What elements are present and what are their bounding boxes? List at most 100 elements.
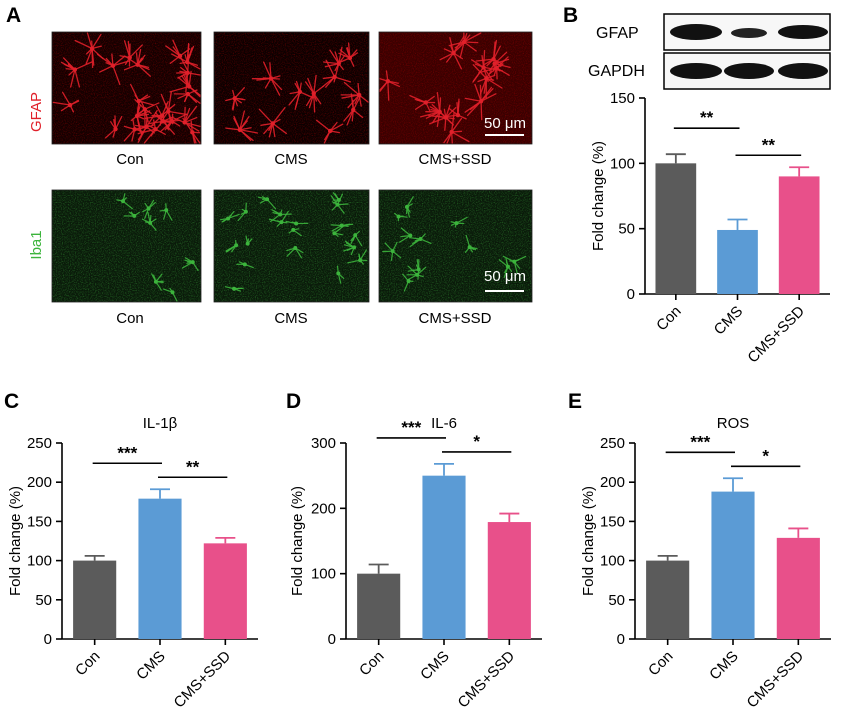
micrograph-gfap-cms-process xyxy=(313,92,316,113)
micrograph-gfap-cms-process xyxy=(258,108,274,125)
chart-b-y-label: Fold change (%) xyxy=(590,141,607,251)
scalebar-label-gfap: 50 μm xyxy=(484,115,526,132)
micrograph-gfap-cmsssd-cell-body xyxy=(423,100,429,105)
micrograph-gfap-con-process xyxy=(162,120,176,135)
micrograph-gfap-cms-cell-body xyxy=(237,127,243,132)
micrograph-gfap-cmsssd-process xyxy=(463,41,477,52)
micrograph-gfap-cmsssd-process xyxy=(483,77,487,94)
micrograph-gfap-cmsssd-process xyxy=(451,112,455,133)
micrograph-gfap-cms-process xyxy=(338,46,343,65)
micrograph-gfap-cmsssd-process xyxy=(436,92,441,113)
micrograph-gfap-cms-process xyxy=(343,109,354,122)
panel-letter-b: B xyxy=(563,4,578,27)
micrograph-iba1-cms-process xyxy=(268,218,283,223)
micrograph-gfap-cmsssd-cell-body xyxy=(492,61,497,66)
micrograph-gfap-cmsssd-cell-body xyxy=(451,50,456,56)
micrograph-gfap-con-process xyxy=(165,45,181,57)
panel-letter-d: D xyxy=(286,390,301,413)
chart-e-bar-cms xyxy=(711,491,755,639)
a-group-label-con-1: Con xyxy=(116,151,144,168)
micrograph-gfap-con-cell-body xyxy=(142,107,147,112)
micrograph-gfap-con-process xyxy=(99,65,114,73)
micrograph-iba1-cms-cell-body xyxy=(294,221,299,226)
micrograph-gfap-con-border xyxy=(51,31,202,145)
micrograph-gfap-con-process xyxy=(91,33,102,50)
chart-c-bar-cms xyxy=(138,498,182,639)
micrograph-gfap-con-process xyxy=(144,102,160,110)
blot-label-gapdh: GAPDH xyxy=(588,63,645,80)
micrograph-iba1-cms-cell-body xyxy=(336,271,341,276)
micrograph-iba1-cmsssd-process xyxy=(513,255,527,263)
micrograph-gfap-con-process xyxy=(52,101,71,106)
micrograph-iba1-con-cell-body xyxy=(132,213,137,218)
micrograph-gfap-cmsssd-process xyxy=(452,52,463,70)
blot-label-gfap: GFAP xyxy=(596,25,639,42)
micrograph-gfap-cmsssd-process xyxy=(492,41,496,60)
panel-letter-a: A xyxy=(6,4,21,27)
micrograph-gfap-con-process xyxy=(104,128,117,139)
micrograph-iba1-cms-cell-body xyxy=(279,220,284,225)
chart-c-bar-con xyxy=(73,560,117,639)
micrograph-gfap-con-cell-body xyxy=(127,55,132,60)
micrograph-iba1-con-cell-body xyxy=(148,220,153,225)
micrograph-gfap-con-cell-body xyxy=(186,84,192,89)
micrograph-gfap-cms-cell-body xyxy=(327,128,333,134)
micrograph-gfap-cmsssd-process xyxy=(419,111,441,118)
iba1-micrographs xyxy=(51,189,533,303)
micrograph-iba1-cms-process xyxy=(280,210,289,223)
blot-band-gapdh-cmsssd xyxy=(778,63,828,79)
micrograph-gfap-con-process xyxy=(167,91,172,113)
chart-c-y-tick-label: 0 xyxy=(44,631,52,648)
micrograph-gfap-cms-process xyxy=(239,110,246,131)
micrograph-iba1-cms-process xyxy=(266,198,277,210)
micrograph-iba1-cms-texture xyxy=(214,190,369,302)
micrograph-gfap-cmsssd-process xyxy=(429,116,447,125)
micrograph-gfap-cmsssd-process xyxy=(482,66,489,83)
micrograph-gfap-con-cell-body xyxy=(110,63,116,68)
micrograph-iba1-cms-cell-body xyxy=(265,197,270,202)
chart-b-significance-label: ** xyxy=(762,135,776,154)
micrograph-iba1-con-border xyxy=(51,189,202,303)
chart-e-y-tick-label: 50 xyxy=(608,592,625,609)
micrograph-gfap-cmsssd-process xyxy=(439,52,455,61)
micrograph-gfap-cms-cell-body xyxy=(347,55,353,61)
chart-c-bar-cmsssd xyxy=(203,543,247,639)
micrograph-gfap-cmsssd-process xyxy=(436,111,441,128)
micrograph-gfap-con-process xyxy=(114,115,123,130)
micrograph-gfap-con-cell-body xyxy=(185,70,190,76)
chart-b-y-tick-label: 50 xyxy=(618,221,635,238)
micrograph-iba1-con-cell-body xyxy=(164,208,169,213)
micrograph-gfap-cms-process xyxy=(329,123,344,132)
micrograph-gfap-con-process xyxy=(112,60,130,67)
micrograph-gfap-con-process xyxy=(74,39,93,50)
micrograph-gfap-cms-process xyxy=(270,77,281,96)
chart-c: 0 50 100 150 200 250 Fold change (%) IL-1β Con CM… xyxy=(7,415,258,711)
chart-b-y-tick-label: 150 xyxy=(610,90,635,107)
chart-c-y-tick-label: 150 xyxy=(27,513,52,530)
micrograph-gfap-con-cell-body xyxy=(182,120,187,125)
micrograph-gfap-con-process xyxy=(184,105,198,124)
blot-band-gfap-con xyxy=(670,24,722,40)
micrograph-gfap-cms-process xyxy=(324,62,340,68)
micrograph-iba1-cmsssd-cell-body xyxy=(404,204,409,209)
micrograph-gfap-cmsssd-process xyxy=(451,131,470,143)
micrograph-gfap-cms-process xyxy=(323,130,331,144)
a-group-label-cmsssd-2: CMS+SSD xyxy=(419,310,492,327)
micrograph-gfap-cms-cell-body xyxy=(232,96,237,101)
micrograph-iba1-cms-cell-body xyxy=(353,233,358,238)
chart-e-y-label: Fold change (%) xyxy=(580,486,597,596)
micrograph-gfap-cmsssd-process xyxy=(459,41,465,59)
micrograph-gfap-con-process xyxy=(136,115,141,133)
micrograph-iba1-cms-cell-body xyxy=(242,262,247,267)
micrograph-gfap-cms xyxy=(213,31,370,145)
micrograph-iba1-cmsssd-border xyxy=(378,189,533,303)
micrograph-gfap-cms-cell-body xyxy=(297,89,303,95)
chart-b-y-tick-label: 100 xyxy=(610,155,635,172)
micrograph-gfap-cmsssd-process xyxy=(480,93,497,102)
chart-e-y-tick-label: 250 xyxy=(600,435,625,452)
micrograph-gfap-con-cell-body xyxy=(113,126,118,132)
chart-d-bar-cms xyxy=(422,475,466,639)
micrograph-iba1-cms-cell-body xyxy=(352,245,357,250)
chart-c-y-tick-label: 250 xyxy=(27,435,52,452)
micrograph-gfap-con-process xyxy=(159,110,169,124)
